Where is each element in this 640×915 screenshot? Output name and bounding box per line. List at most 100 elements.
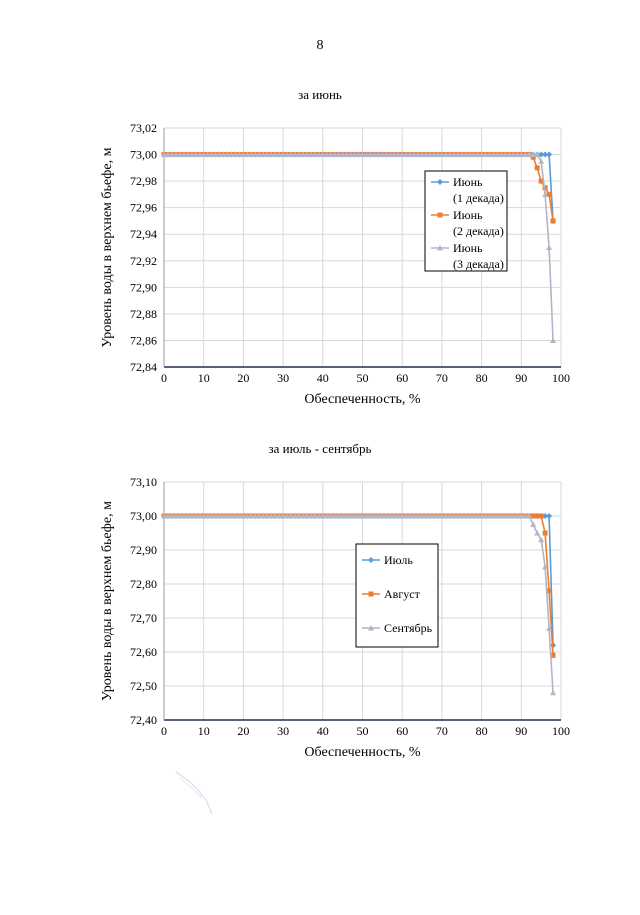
summer-y-tick-label: 72,40 (130, 713, 157, 727)
summer-data-point (498, 513, 505, 519)
summer-data-point (442, 513, 449, 519)
june-data-point (280, 151, 287, 158)
june-data-point (407, 151, 414, 158)
summer-data-point (490, 513, 497, 519)
summer-data-point (518, 513, 525, 519)
june-data-point (252, 151, 259, 158)
june-data-point (224, 151, 231, 158)
june-data-point (387, 151, 394, 158)
summer-x-tick-label: 40 (317, 724, 329, 738)
june-data-point (276, 151, 283, 158)
june-x-tick-label: 50 (357, 371, 369, 385)
june-data-point (196, 151, 203, 158)
june-data-point (466, 151, 473, 158)
summer-data-point (323, 513, 330, 519)
summer-data-point (272, 513, 279, 519)
june-data-point (184, 151, 191, 158)
summer-data-point (470, 513, 477, 519)
summer-data-point (542, 530, 548, 536)
summer-data-point (399, 513, 406, 519)
summer-data-point (288, 513, 295, 519)
june-y-tick-label: 72,92 (130, 254, 157, 268)
summer-data-point (307, 513, 314, 519)
summer-data-point (419, 513, 426, 519)
june-legend-box (424, 170, 508, 272)
june-x-tick-label: 10 (198, 371, 210, 385)
june-data-point (478, 151, 485, 158)
june-data-point (260, 151, 267, 158)
summer-data-point (192, 513, 199, 519)
june-data-point (335, 151, 342, 158)
june-data-point (550, 337, 557, 343)
june-data-point (423, 151, 430, 158)
june-data-point (295, 151, 302, 158)
june-data-point (176, 151, 183, 158)
summer-data-point (534, 530, 541, 536)
summer-data-point (176, 513, 183, 519)
june-data-point (546, 151, 553, 158)
june-x-tick-label: 20 (237, 371, 249, 385)
june-data-point (299, 151, 306, 158)
summer-data-point (371, 513, 378, 519)
june-x-axis-title: Обеспеченность, % (304, 392, 420, 407)
summer-data-point (228, 513, 235, 519)
summer-data-point (462, 513, 469, 519)
june-data-point (200, 151, 207, 158)
summer-data-point (446, 513, 453, 519)
june-data-point (212, 151, 219, 158)
summer-data-point (280, 513, 287, 519)
june-legend-label: Июнь (453, 241, 483, 255)
june-data-point (399, 151, 406, 158)
summer-data-point (430, 513, 437, 519)
summer-data-point (212, 513, 219, 519)
june-data-point (534, 151, 541, 158)
june-data-point (454, 151, 461, 158)
summer-data-point (216, 513, 223, 519)
june-data-point (311, 151, 318, 158)
june-data-point (426, 151, 433, 158)
summer-data-point (292, 513, 299, 519)
summer-y-tick-label: 73,00 (130, 509, 157, 523)
june-data-point (172, 151, 179, 158)
summer-data-point (299, 513, 306, 519)
summer-data-point (284, 513, 291, 519)
summer-y-tick-label: 73,10 (130, 475, 157, 489)
summer-data-point (474, 513, 481, 519)
june-legend: Июнь (1 декада) Июнь (2 декада) Июнь (3 декад… (424, 170, 508, 272)
summer-x-axis-title: Обеспеченность, % (304, 745, 420, 760)
june-x-tick-label: 100 (552, 371, 570, 385)
summer-data-point (161, 513, 167, 519)
summer-data-point (534, 513, 540, 519)
summer-data-point (375, 513, 382, 519)
june-y-tick-label: 72,96 (130, 201, 157, 215)
summer-data-point (550, 689, 557, 696)
summer-data-point (530, 513, 536, 519)
june-data-point (303, 151, 310, 158)
june-data-point (272, 151, 279, 158)
summer-data-point (343, 513, 350, 519)
summer-x-tick-label: 100 (552, 724, 570, 738)
june-data-point (442, 151, 449, 158)
june-data-point (220, 151, 227, 158)
chart-2-heading: за июль - сентябрь (268, 441, 372, 456)
summer-data-point (546, 588, 552, 594)
scan-smudge-mark (175, 771, 213, 815)
june-data-point (339, 151, 346, 158)
summer-data-point (363, 513, 370, 519)
summer-data-point (339, 513, 346, 519)
june-data-point (240, 151, 247, 158)
summer-data-point (244, 513, 251, 519)
july-september-chart: 0 10 20 30 40 50 60 70 80 90 100 72,40 72,50 72,60 72,… (100, 475, 570, 760)
summer-series-3 (161, 513, 557, 696)
june-data-point (518, 151, 525, 158)
june-chart: 0 10 20 30 40 50 60 70 80 90 100 72,84 72,86 72,88 72,… (100, 121, 570, 407)
june-data-point (514, 151, 521, 158)
summer-data-point (403, 513, 410, 519)
june-data-point (446, 151, 453, 158)
summer-x-tick-label: 0 (161, 724, 167, 738)
june-data-point (248, 151, 255, 158)
summer-data-point (542, 564, 549, 570)
june-data-point (419, 151, 426, 158)
summer-x-tick-label: 20 (237, 724, 249, 738)
june-legend-label: Июнь (453, 208, 483, 222)
